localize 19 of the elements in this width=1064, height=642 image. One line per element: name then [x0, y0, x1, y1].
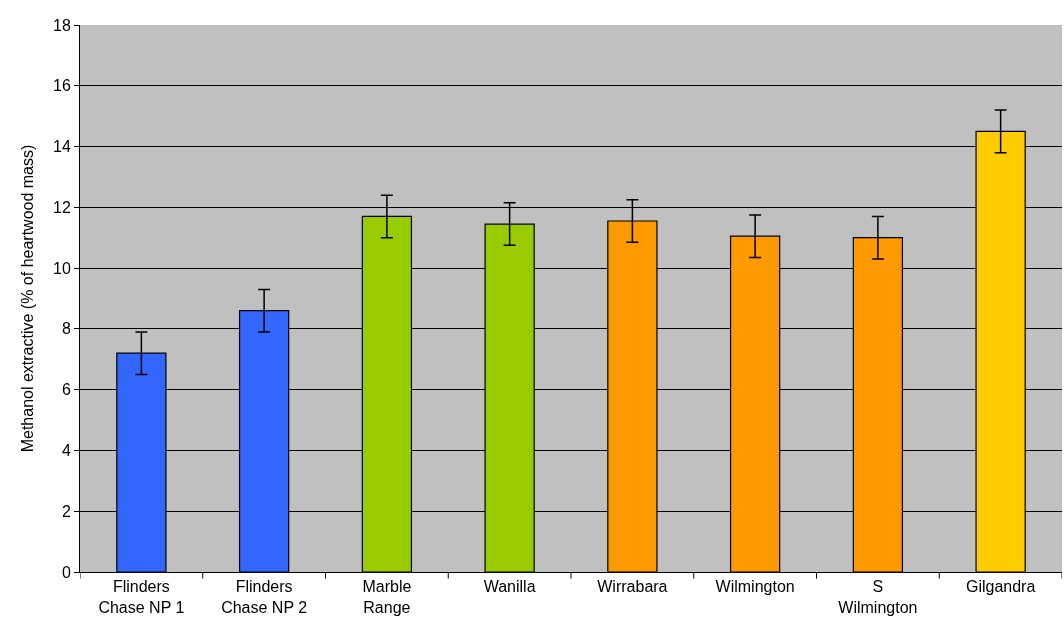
x-tick-label: Flinders Chase NP 2: [221, 578, 308, 616]
y-tick-label: 8: [61, 320, 71, 338]
x-tick-label: Flinders Chase NP 1: [98, 578, 185, 616]
x-tick-label: Wilmington: [715, 578, 795, 596]
y-tick-label: 0: [61, 563, 71, 581]
x-tick-label: Wanilla: [483, 578, 536, 596]
x-tick-label: Marble Range: [362, 578, 412, 616]
y-tick-label: 4: [61, 442, 71, 460]
x-tick-label: S Wilmington: [838, 578, 918, 616]
y-tick-label: 10: [53, 259, 71, 277]
y-tick-label: 2: [61, 502, 71, 520]
y-tick-label: 16: [53, 77, 71, 95]
y-tick-label: 14: [53, 138, 71, 156]
y-tick-label: 6: [61, 381, 71, 399]
y-tick-label: 12: [53, 198, 71, 216]
x-tick-label: Wirrabara: [597, 578, 668, 596]
y-tick-label: 18: [53, 16, 71, 34]
y-axis-title: Methanol extractive (% of heartwood mass): [18, 144, 36, 453]
x-tick-label: Gilgandra: [965, 578, 1036, 596]
